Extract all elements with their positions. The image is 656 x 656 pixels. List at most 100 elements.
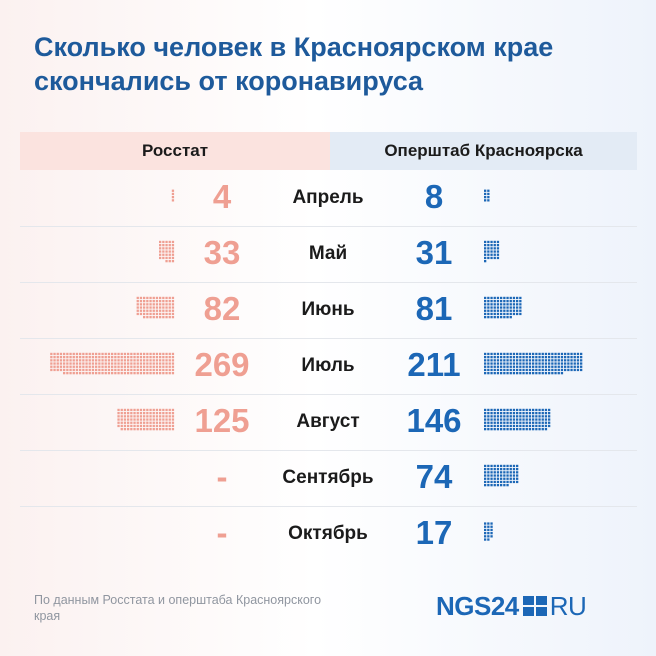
opershtab-4-dot <box>484 415 487 418</box>
opershtab-5-dot <box>500 480 503 484</box>
rosstat-2-dot <box>168 306 171 309</box>
rosstat-3-dot <box>72 356 75 359</box>
rosstat-4-dot <box>149 412 152 415</box>
rosstat-3-dot <box>155 362 159 365</box>
opershtab-4-dot <box>516 412 519 415</box>
opershtab-3-dot <box>487 368 490 372</box>
opershtab-2-dot <box>503 309 506 312</box>
opershtab-3-dot <box>525 352 528 356</box>
opershtab-3-dot <box>503 365 506 368</box>
opershtab-2-dot <box>487 316 490 319</box>
rosstat-3-dot <box>171 365 175 368</box>
opershtab-3-dot <box>557 365 560 368</box>
opershtab-0-dot <box>487 192 490 196</box>
opershtab-4-dot <box>512 421 516 424</box>
opershtab-2-dot <box>490 300 493 303</box>
rosstat-3-dot <box>82 372 85 375</box>
rosstat-3-dot <box>159 352 162 356</box>
opershtab-3-dot <box>535 372 538 375</box>
rosstat-3-dot <box>155 352 159 356</box>
opershtab-3-dot <box>487 356 490 359</box>
opershtab-3-dot <box>525 356 528 359</box>
rosstat-4-dot <box>165 418 168 421</box>
rosstat-3-dot <box>168 352 171 356</box>
opershtab-4-dot <box>541 408 544 412</box>
rosstat-3-dot <box>159 372 162 375</box>
rosstat-4-dot <box>136 424 139 428</box>
rosstat-2-dot <box>171 309 175 312</box>
opershtab-5-dot <box>496 471 500 474</box>
opershtab-4-dot <box>519 421 522 424</box>
rosstat-3-dot <box>91 368 95 372</box>
rosstat-3-dot <box>82 368 85 372</box>
opershtab-4-dot <box>496 421 500 424</box>
rosstat-4-dot <box>149 421 152 424</box>
opershtab-4-dot <box>487 408 490 412</box>
opershtab-3-dot <box>496 356 500 359</box>
rosstat-2-dot <box>143 303 146 306</box>
opershtab-4-dot <box>512 412 516 415</box>
rosstat-1-dot <box>159 253 162 256</box>
opershtab-3-dot <box>548 356 551 359</box>
opershtab-3-dot <box>506 372 509 375</box>
opershtab-1-dot <box>487 240 490 244</box>
opershtab-3-dot <box>541 368 544 372</box>
opershtab-3-dot <box>484 362 487 365</box>
rosstat-3-dot <box>117 368 120 372</box>
rosstat-3-dot <box>79 356 82 359</box>
opershtab-3-dot <box>496 359 500 362</box>
opershtab-3-dot <box>551 368 554 372</box>
opershtab-3-dot <box>528 368 532 372</box>
opershtab-3-dot <box>522 368 525 372</box>
opershtab-5-dot <box>516 477 519 480</box>
opershtab-4-dot <box>528 424 532 428</box>
rosstat-3-dot <box>101 356 104 359</box>
opershtab-5-dot <box>500 474 503 477</box>
row-3: 269 Июль 211 <box>50 346 583 383</box>
rosstat-3-dot <box>101 352 104 356</box>
opershtab-6-dot <box>487 535 490 538</box>
rosstat-3-dot <box>85 356 88 359</box>
opershtab-2-dot <box>506 306 509 309</box>
rosstat-4-dot <box>152 424 155 428</box>
opershtab-4-dot <box>487 412 490 415</box>
opershtab-3-dot <box>490 368 493 372</box>
rosstat-4-dot <box>143 428 146 431</box>
rosstat-3-dot <box>111 352 114 356</box>
opershtab-6-dot <box>487 528 490 532</box>
opershtab-3-dot <box>496 365 500 368</box>
chart-title: Сколько человек в Красноярском крае скон… <box>34 32 554 96</box>
rosstat-4-dot <box>136 412 139 415</box>
opershtab-1-dot <box>487 256 490 260</box>
rosstat-4-dot <box>146 408 149 412</box>
opershtab-4-dot <box>519 418 522 421</box>
rosstat-2-dot <box>146 306 149 309</box>
opershtab-6-dot <box>484 532 487 535</box>
opershtab-2-dot <box>512 309 516 312</box>
opershtab-4-dot <box>490 418 493 421</box>
opershtab-2-dot <box>484 312 487 316</box>
opershtab-0-dot <box>484 199 487 202</box>
opershtab-5-dot <box>503 480 506 484</box>
rosstat-1-dot <box>171 247 175 250</box>
opershtab-4-dot <box>538 412 541 415</box>
opershtab-3-dot <box>490 352 493 356</box>
opershtab-4-dot <box>484 412 487 415</box>
opershtab-3-dot <box>484 368 487 372</box>
opershtab-3-dot <box>554 356 557 359</box>
opershtab-4-dot <box>544 412 548 415</box>
rosstat-3-dot <box>69 362 72 365</box>
opershtab-5-dot <box>500 464 503 468</box>
opershtab-3-dot <box>541 372 544 375</box>
rosstat-3-dot <box>88 362 91 365</box>
opershtab-3-dot <box>532 356 535 359</box>
rosstat-4-dot <box>143 412 146 415</box>
opershtab-4-dot <box>548 408 551 412</box>
rosstat-3-dot <box>53 365 56 368</box>
rosstat-3-dot <box>136 368 139 372</box>
opershtab-2-dot <box>516 303 519 306</box>
rosstat-3-dot <box>95 352 98 356</box>
opershtab-3-dot <box>512 359 516 362</box>
rosstat-3-dot <box>63 362 66 365</box>
rosstat-3-dot <box>152 372 155 375</box>
